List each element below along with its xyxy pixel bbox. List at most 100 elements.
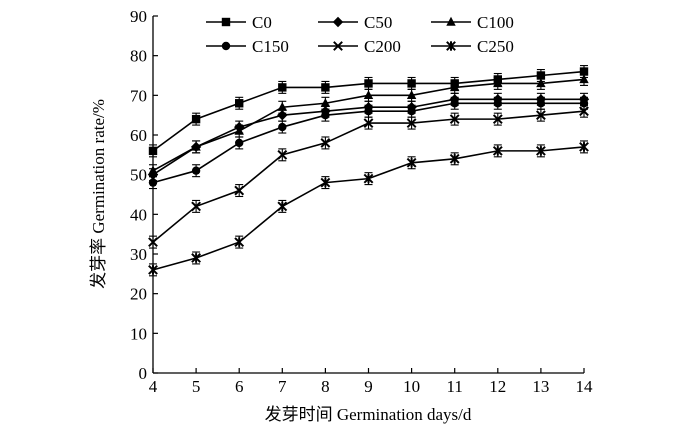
- marker-square: [579, 67, 589, 76]
- marker-square: [221, 17, 231, 27]
- legend-label: C250: [477, 37, 514, 56]
- marker-star: [148, 264, 158, 275]
- marker-star: [191, 253, 202, 263]
- y-tick-label: 20: [130, 285, 147, 304]
- y-tick-label: 90: [130, 7, 147, 26]
- y-tick-label: 30: [130, 245, 147, 264]
- marker-square: [191, 114, 201, 124]
- marker-triangle: [148, 165, 158, 175]
- y-tick-label: 40: [130, 205, 147, 224]
- marker-star: [320, 177, 331, 188]
- legend-label: C100: [477, 13, 514, 32]
- marker-star: [446, 41, 456, 51]
- series-C200: [148, 104, 589, 249]
- marker-diamond: [332, 16, 344, 28]
- marker-x: [406, 118, 417, 129]
- legend-label: C0: [252, 13, 272, 32]
- y-tick-label: 10: [130, 324, 147, 343]
- axes: 0 10 20 30 40 50 60 70 80 90 4 5 6 7 8 9 10 11 12 13 14: [130, 7, 593, 396]
- x-tick-label: 5: [192, 377, 201, 396]
- x-tick-label: 14: [576, 377, 594, 396]
- marker-circle: [364, 107, 373, 116]
- marker-square: [407, 79, 416, 88]
- legend-item-C150: C150: [206, 37, 289, 56]
- x-tick-label: 8: [321, 377, 330, 396]
- marker-circle: [235, 138, 244, 148]
- marker-x: [191, 201, 202, 212]
- marker-x: [363, 118, 374, 129]
- marker-star: [492, 145, 503, 156]
- y-tick-label: 0: [139, 364, 148, 383]
- y-axis-label: 发芽率 Germination rate/%: [89, 99, 108, 289]
- marker-x: [535, 110, 546, 121]
- marker-square: [235, 99, 244, 108]
- marker-x: [277, 149, 288, 160]
- x-tick-label: 13: [532, 377, 549, 396]
- legend-item-C50: C50: [318, 13, 392, 32]
- marker-circle: [450, 99, 459, 108]
- marker-triangle: [446, 16, 456, 26]
- marker-circle: [536, 99, 546, 108]
- marker-star: [277, 201, 288, 212]
- marker-star: [579, 141, 589, 152]
- series-layer: [147, 65, 590, 277]
- marker-circle: [493, 99, 502, 108]
- marker-x: [579, 106, 589, 117]
- x-tick-label: 6: [235, 377, 244, 396]
- marker-star: [234, 237, 245, 248]
- marker-circle: [407, 107, 416, 116]
- x-tick-label: 11: [447, 377, 463, 396]
- series-line: [152, 146, 585, 271]
- marker-square: [536, 71, 546, 80]
- marker-x: [234, 185, 245, 196]
- x-tick-label: 7: [278, 377, 287, 396]
- marker-circle: [148, 178, 158, 187]
- marker-triangle: [450, 82, 460, 92]
- marker-circle: [221, 41, 231, 51]
- marker-x: [333, 41, 343, 51]
- series-C150: [148, 96, 589, 190]
- marker-circle: [321, 110, 330, 120]
- marker-circle: [278, 122, 287, 132]
- marker-square: [364, 79, 373, 88]
- marker-triangle: [191, 141, 201, 151]
- legend-label: C150: [252, 37, 289, 56]
- marker-triangle: [363, 90, 374, 100]
- marker-star: [449, 153, 460, 164]
- x-tick-label: 9: [364, 377, 373, 396]
- legend-item-C200: C200: [318, 37, 401, 56]
- marker-triangle: [536, 78, 546, 88]
- series-C100: [148, 72, 589, 178]
- x-tick-label: 12: [489, 377, 506, 396]
- marker-triangle: [406, 90, 417, 100]
- marker-diamond: [277, 109, 288, 121]
- marker-star: [406, 157, 417, 168]
- marker-triangle: [320, 98, 331, 107]
- marker-circle: [191, 166, 201, 175]
- x-tick-label: 4: [149, 377, 158, 396]
- marker-square: [148, 146, 158, 156]
- y-tick-label: 50: [130, 166, 147, 185]
- marker-triangle: [234, 125, 244, 135]
- legend-label: C200: [364, 37, 401, 56]
- marker-x: [148, 237, 158, 248]
- marker-x: [320, 138, 331, 148]
- marker-square: [321, 83, 330, 92]
- marker-triangle: [277, 102, 287, 111]
- y-tick-label: 70: [130, 86, 147, 105]
- y-tick-label: 80: [130, 47, 147, 66]
- legend: C0 C50 C100 C150 C200 C250: [206, 13, 514, 56]
- x-tick-label: 10: [403, 377, 420, 396]
- marker-x: [492, 114, 503, 125]
- marker-triangle: [493, 78, 503, 88]
- series-C250: [148, 140, 589, 277]
- legend-item-C250: C250: [431, 37, 514, 56]
- marker-star: [363, 173, 374, 184]
- marker-triangle: [579, 74, 589, 84]
- marker-star: [535, 145, 546, 156]
- y-tick-label: 60: [130, 126, 147, 145]
- marker-x: [449, 114, 460, 125]
- legend-item-C100: C100: [431, 13, 514, 32]
- x-axis-label: 发芽时间 Germination days/d: [265, 405, 472, 424]
